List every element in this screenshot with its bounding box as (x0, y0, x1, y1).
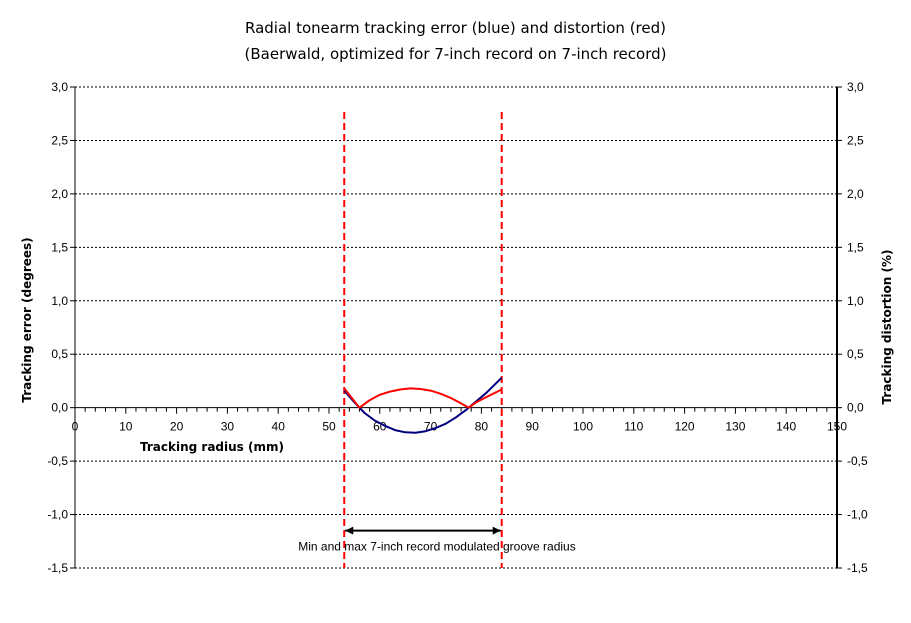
x-tick-label: 140 (776, 420, 796, 434)
y-tick-label-left: -1,5 (47, 561, 68, 575)
y-tick-label-left: 2,0 (51, 187, 68, 201)
y-axis-right-title: Tracking distortion (%) (880, 250, 894, 405)
series-line-tracking-distortion (343, 387, 503, 409)
x-tick-label: 150 (827, 420, 847, 434)
y-tick-label-left: -1,0 (47, 508, 68, 522)
annotation-group: Min and max 7-inch record modulated groo… (298, 526, 576, 554)
x-axis-title: Tracking radius (mm) (140, 440, 284, 454)
y-tick-label-left: 0,5 (51, 347, 68, 361)
y-tick-label-right: 0,5 (847, 347, 864, 361)
x-tick-label: 120 (675, 420, 695, 434)
x-tick-label: 40 (272, 420, 286, 434)
y-tick-label-left: 3,0 (51, 80, 68, 94)
tick-marks (70, 86, 842, 569)
gridlines (75, 86, 837, 569)
y-tick-label-right: 3,0 (847, 80, 864, 94)
y-tick-label-right: 1,0 (847, 294, 864, 308)
x-tick-label: 60 (373, 420, 387, 434)
x-tick-label: 10 (119, 420, 133, 434)
y-tick-label-left: 2,5 (51, 133, 68, 147)
annotation-arrowhead-right (492, 526, 501, 535)
chart-subtitle: (Baerwald, optimized for 7-inch record o… (244, 45, 667, 63)
axes (74, 87, 838, 568)
x-tick-label: 50 (322, 420, 336, 434)
data-series (343, 376, 503, 434)
tick-labels: 3,0 3,0 2,5 2,5 2,0 2,0 1,5 1,5 1,0 1,0 0,5 0,5 0,0 0… (47, 80, 868, 575)
y-tick-label-left: 1,5 (51, 240, 68, 254)
annotation-arrowhead-left (345, 526, 354, 535)
x-tick-label: 110 (624, 420, 643, 434)
groove-radius-markers (343, 112, 503, 568)
y-tick-label-right: -0,5 (847, 454, 868, 468)
y-tick-label-left: 1,0 (51, 294, 68, 308)
x-tick-label: 80 (475, 420, 489, 434)
y-tick-label-right: 2,5 (847, 133, 864, 147)
x-tick-label: 20 (170, 420, 184, 434)
y-tick-label-right: 0,0 (847, 401, 864, 415)
y-tick-label-right: 2,0 (847, 187, 864, 201)
x-tick-label: 90 (526, 420, 540, 434)
y-tick-label-right: 1,5 (847, 240, 864, 254)
y-tick-label-left: -0,5 (47, 454, 68, 468)
y-tick-label-right: -1,0 (847, 508, 868, 522)
x-tick-label: 100 (573, 420, 593, 434)
x-tick-label: 0 (72, 420, 79, 434)
x-tick-label: 130 (725, 420, 745, 434)
annotation-text: Min and max 7-inch record modulated groo… (298, 540, 575, 554)
x-tick-label: 30 (221, 420, 235, 434)
y-tick-label-left: 0,0 (51, 401, 68, 415)
y-tick-label-right: -1,5 (847, 561, 868, 575)
chart-title: Radial tonearm tracking error (blue) and… (245, 19, 666, 37)
y-axis-left-title: Tracking error (degrees) (20, 237, 34, 402)
